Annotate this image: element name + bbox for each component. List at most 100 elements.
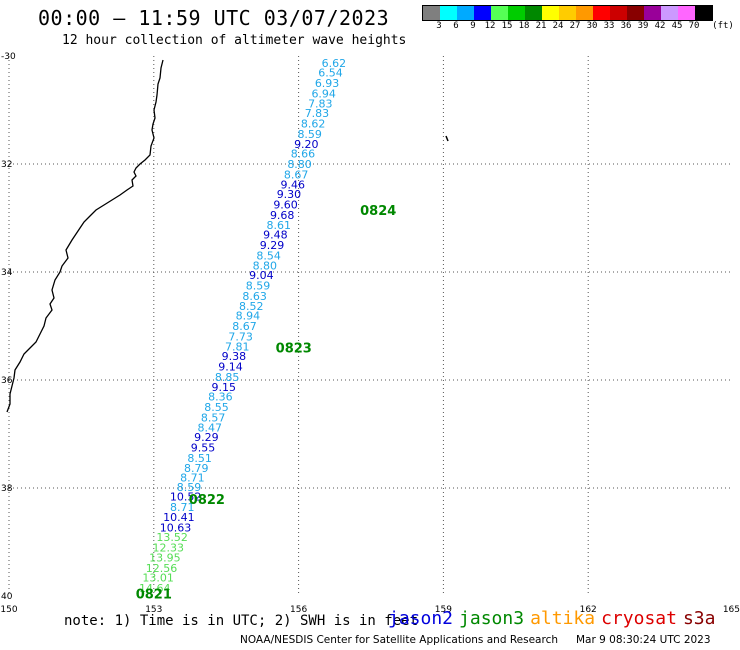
color-scale-label: 36 — [620, 21, 632, 31]
color-scale-label: 12 — [484, 21, 496, 31]
swh-label: 6.93 — [315, 77, 340, 90]
color-swatch — [525, 6, 542, 20]
credit-text: NOAA/NESDIS Center for Satellite Applica… — [240, 634, 558, 646]
lat-tick-label: 34 — [1, 268, 13, 278]
generated-timestamp: Mar 9 08:30:24 UTC 2023 — [576, 634, 711, 646]
legend-cryosat: cryosat — [601, 608, 677, 629]
lat-tick-label: 38 — [1, 484, 13, 494]
color-swatch — [695, 6, 712, 20]
swh-label: 9.04 — [249, 269, 274, 282]
color-swatch — [457, 6, 474, 20]
lat-tick-label: 40 — [1, 592, 13, 602]
lat-tick-label: -30 — [1, 52, 16, 62]
legend-jason2: jason2 — [388, 608, 454, 629]
swh-label: 7.83 — [308, 98, 333, 111]
swh-label: 13.95 — [149, 552, 181, 565]
color-scale-label: 3 — [436, 21, 442, 31]
swh-label: 9.55 — [191, 442, 216, 455]
color-swatch — [440, 6, 457, 20]
swh-label: 8.94 — [236, 310, 261, 323]
lat-tick-label: 32 — [1, 160, 12, 170]
page-subtitle: 12 hour collection of altimeter wave hei… — [62, 33, 407, 48]
axis-tick-labels: 150 153 156 159 162 165 -30 32 34 36 38 40 — [0, 52, 740, 615]
color-swatch — [678, 6, 695, 20]
swh-label: 8.55 — [204, 401, 229, 414]
color-swatch — [593, 6, 610, 20]
color-scale-label: 6 — [453, 21, 459, 31]
swh-label: 9.14 — [218, 361, 243, 374]
swh-label: 7.73 — [228, 330, 253, 343]
page-title: 00:00 – 11:59 UTC 03/07/2023 — [38, 6, 390, 30]
color-scale-bar — [422, 5, 713, 21]
color-swatch — [627, 6, 644, 20]
pass-time-label: 0824 — [360, 204, 396, 219]
swh-label: 6.94 — [311, 87, 336, 100]
color-scale-label: 30 — [586, 21, 598, 31]
color-swatch — [576, 6, 593, 20]
swh-label: 8.67 — [284, 168, 309, 181]
swh-label: 7.83 — [305, 107, 330, 120]
color-swatch — [491, 6, 508, 20]
swh-label: 14.64 — [139, 582, 171, 595]
swh-label: 8.59 — [177, 481, 202, 494]
satellite-legend: jason2 jason3 altika cryosat s3a — [388, 608, 721, 629]
lon-tick-label: 153 — [145, 605, 162, 615]
legend-s3a: s3a — [682, 608, 716, 629]
swh-label: 8.66 — [291, 148, 316, 161]
lon-tick-label: 150 — [0, 605, 17, 615]
color-scale-label: 21 — [535, 21, 547, 31]
legend-jason3: jason3 — [459, 608, 525, 629]
swh-labels: 6.626.546.936.947.837.838.628.599.208.66… — [139, 57, 346, 595]
swh-label: 8.54 — [256, 249, 281, 262]
swh-label: 8.67 — [232, 320, 257, 333]
footer-note: note: 1) Time is in UTC; 2) SWH is in fe… — [64, 613, 419, 629]
lon-tick-label: 162 — [580, 605, 597, 615]
swh-label: 8.61 — [267, 219, 292, 232]
swh-label: 7.81 — [225, 341, 250, 354]
swh-label: 10.63 — [160, 521, 192, 534]
island-marker — [445, 135, 449, 142]
footer-credit: NOAA/NESDIS Center for Satellite Applica… — [240, 634, 711, 646]
color-scale-label: 15 — [501, 21, 513, 31]
color-scale-label: 18 — [518, 21, 530, 31]
color-swatch — [423, 6, 440, 20]
swh-label: 12.56 — [146, 562, 178, 575]
lon-tick-label: 159 — [435, 605, 452, 615]
color-swatch — [610, 6, 627, 20]
swh-label: 8.59 — [246, 280, 271, 293]
color-scale-label: 9 — [470, 21, 476, 31]
color-scale-label: 45 — [671, 21, 683, 31]
swh-label: 9.20 — [294, 138, 319, 151]
swh-label: 8.63 — [242, 290, 267, 303]
color-scale-label: 42 — [654, 21, 666, 31]
swh-label: 9.60 — [273, 199, 298, 212]
map-grid — [8, 56, 733, 596]
swh-label: 8.47 — [198, 422, 223, 435]
swh-label: 8.57 — [201, 411, 226, 424]
swh-label: 8.71 — [170, 501, 195, 514]
coastline — [6, 59, 164, 413]
swh-label: 8.85 — [215, 371, 240, 384]
swh-label: 8.80 — [287, 158, 312, 171]
pass-time-labels: 0824 0823 0822 0821 — [136, 204, 397, 602]
color-swatch — [644, 6, 661, 20]
color-swatch — [474, 6, 491, 20]
swh-label: 8.36 — [208, 391, 233, 404]
color-scale-label: 24 — [552, 21, 564, 31]
swh-label: 12.33 — [153, 541, 185, 554]
swh-label: 8.79 — [184, 462, 209, 475]
swh-label: 9.29 — [260, 239, 285, 252]
swh-label: 9.48 — [263, 229, 288, 242]
lon-tick-label: 156 — [290, 605, 307, 615]
swh-label: 9.68 — [270, 209, 295, 222]
color-scale-label: 70 — [688, 21, 700, 31]
color-scale-label: 27 — [569, 21, 581, 31]
lon-tick-label: 165 — [723, 605, 740, 615]
swh-label: 8.52 — [239, 300, 264, 313]
color-swatch — [542, 6, 559, 20]
swh-label: 13.01 — [142, 572, 174, 585]
swh-label: 8.71 — [180, 472, 205, 485]
pass-time-label: 0822 — [189, 493, 225, 508]
swh-label: 8.80 — [253, 260, 278, 273]
